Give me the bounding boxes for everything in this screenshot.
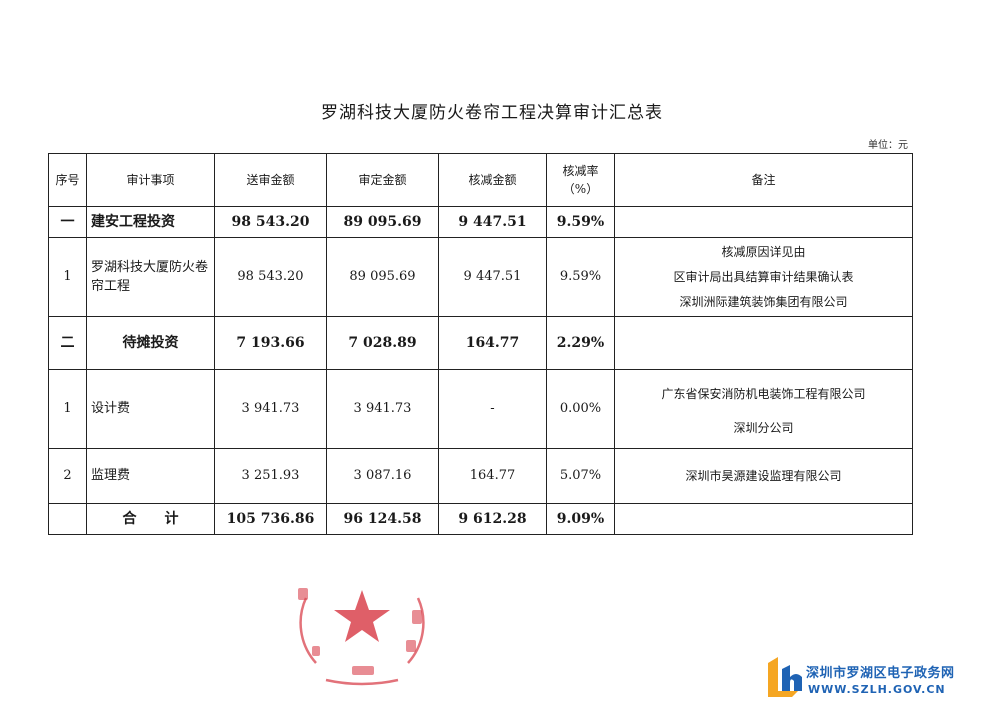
row-reduction: 164.77	[438, 316, 547, 370]
header-submitted: 送审金额	[214, 153, 327, 207]
table-header-row: 序号 审计事项 送审金额 审定金额 核减金额 核减率 （%） 备注	[48, 153, 913, 207]
row-remarks: 广东省保安消防机电装饰工程有限公司 深圳分公司	[614, 369, 913, 449]
table-row: 1 罗湖科技大厦防火卷帘工程 98 543.20 89 095.69 9 447…	[48, 237, 913, 317]
row-rate: 9.09%	[546, 503, 615, 535]
header-remarks: 备注	[614, 153, 913, 207]
header-rate-line1: 核减率	[562, 164, 599, 178]
row-item: 设计费	[86, 369, 215, 449]
table-row: 1 设计费 3 941.73 3 941.73 - 0.00% 广东省保安消防机…	[48, 369, 913, 449]
row-remarks	[614, 503, 913, 535]
row-approved: 89 095.69	[326, 206, 439, 238]
official-seal-icon	[298, 588, 425, 686]
row-remarks: 核减原因详见由 区审计局出具结算审计结果确认表 深圳洲际建筑装饰集团有限公司	[614, 237, 913, 317]
remark-line: 深圳洲际建筑装饰集团有限公司	[679, 294, 848, 309]
row-submitted: 98 543.20	[214, 206, 327, 238]
row-seq	[48, 503, 87, 535]
row-approved: 3 941.73	[326, 369, 439, 449]
header-rate: 核减率 （%）	[546, 153, 615, 207]
table-row: 2 监理费 3 251.93 3 087.16 164.77 5.07% 深圳市…	[48, 448, 913, 504]
row-approved: 96 124.58	[326, 503, 439, 535]
row-approved: 7 028.89	[326, 316, 439, 370]
row-rate: 0.00%	[546, 369, 615, 449]
row-rate: 9.59%	[546, 237, 615, 317]
table-total-row: 合 计 105 736.86 96 124.58 9 612.28 9.09%	[48, 503, 913, 535]
row-reduction: 164.77	[438, 448, 547, 504]
row-seq: 一	[48, 206, 87, 238]
remark-line: 核减原因详见由	[721, 244, 806, 259]
row-approved: 3 087.16	[326, 448, 439, 504]
site-url: WWW.SZLH.GOV.CN	[808, 683, 946, 696]
document-title: 罗湖科技大厦防火卷帘工程决算审计汇总表	[321, 103, 663, 123]
site-name-cn: 深圳市罗湖区电子政务网	[806, 666, 955, 681]
row-submitted: 105 736.86	[214, 503, 327, 535]
row-submitted: 3 941.73	[214, 369, 327, 449]
row-item: 监理费	[86, 448, 215, 504]
audit-summary-table: 序号 审计事项 送审金额 审定金额 核减金额 核减率 （%） 备注 一 建安工程…	[48, 153, 913, 535]
header-seq: 序号	[48, 153, 87, 207]
row-seq: 1	[48, 369, 87, 449]
row-submitted: 98 543.20	[214, 237, 327, 317]
header-item: 审计事项	[86, 153, 215, 207]
row-submitted: 7 193.66	[214, 316, 327, 370]
row-seq: 1	[48, 237, 87, 317]
row-item: 待摊投资	[86, 316, 215, 370]
row-item: 建安工程投资	[86, 206, 215, 238]
row-reduction: 9 447.51	[438, 206, 547, 238]
header-reduction: 核减金额	[438, 153, 547, 207]
row-item: 罗湖科技大厦防火卷帘工程	[86, 237, 215, 317]
remark-line: 区审计局出具结算审计结果确认表	[673, 269, 854, 284]
row-seq: 2	[48, 448, 87, 504]
remark-line: 广东省保安消防机电装饰工程有限公司	[661, 387, 866, 401]
unit-label: 单位：元	[868, 140, 908, 151]
remark-line: 深圳分公司	[733, 421, 794, 435]
remark-line: 深圳市昊源建设监理有限公司	[685, 468, 842, 483]
table-row: 一 建安工程投资 98 543.20 89 095.69 9 447.51 9.…	[48, 206, 913, 238]
row-reduction: -	[438, 369, 547, 449]
szlh-logo-icon	[768, 657, 802, 697]
row-rate: 9.59%	[546, 206, 615, 238]
row-seq: 二	[48, 316, 87, 370]
table-row: 二 待摊投资 7 193.66 7 028.89 164.77 2.29%	[48, 316, 913, 370]
header-rate-line2: （%）	[562, 182, 599, 196]
header-approved: 审定金额	[326, 153, 439, 207]
row-remarks	[614, 316, 913, 370]
row-remarks	[614, 206, 913, 238]
row-rate: 5.07%	[546, 448, 615, 504]
row-remarks: 深圳市昊源建设监理有限公司	[614, 448, 913, 504]
row-submitted: 3 251.93	[214, 448, 327, 504]
row-approved: 89 095.69	[326, 237, 439, 317]
row-rate: 2.29%	[546, 316, 615, 370]
row-reduction: 9 447.51	[438, 237, 547, 317]
row-item: 合 计	[86, 503, 215, 535]
row-reduction: 9 612.28	[438, 503, 547, 535]
